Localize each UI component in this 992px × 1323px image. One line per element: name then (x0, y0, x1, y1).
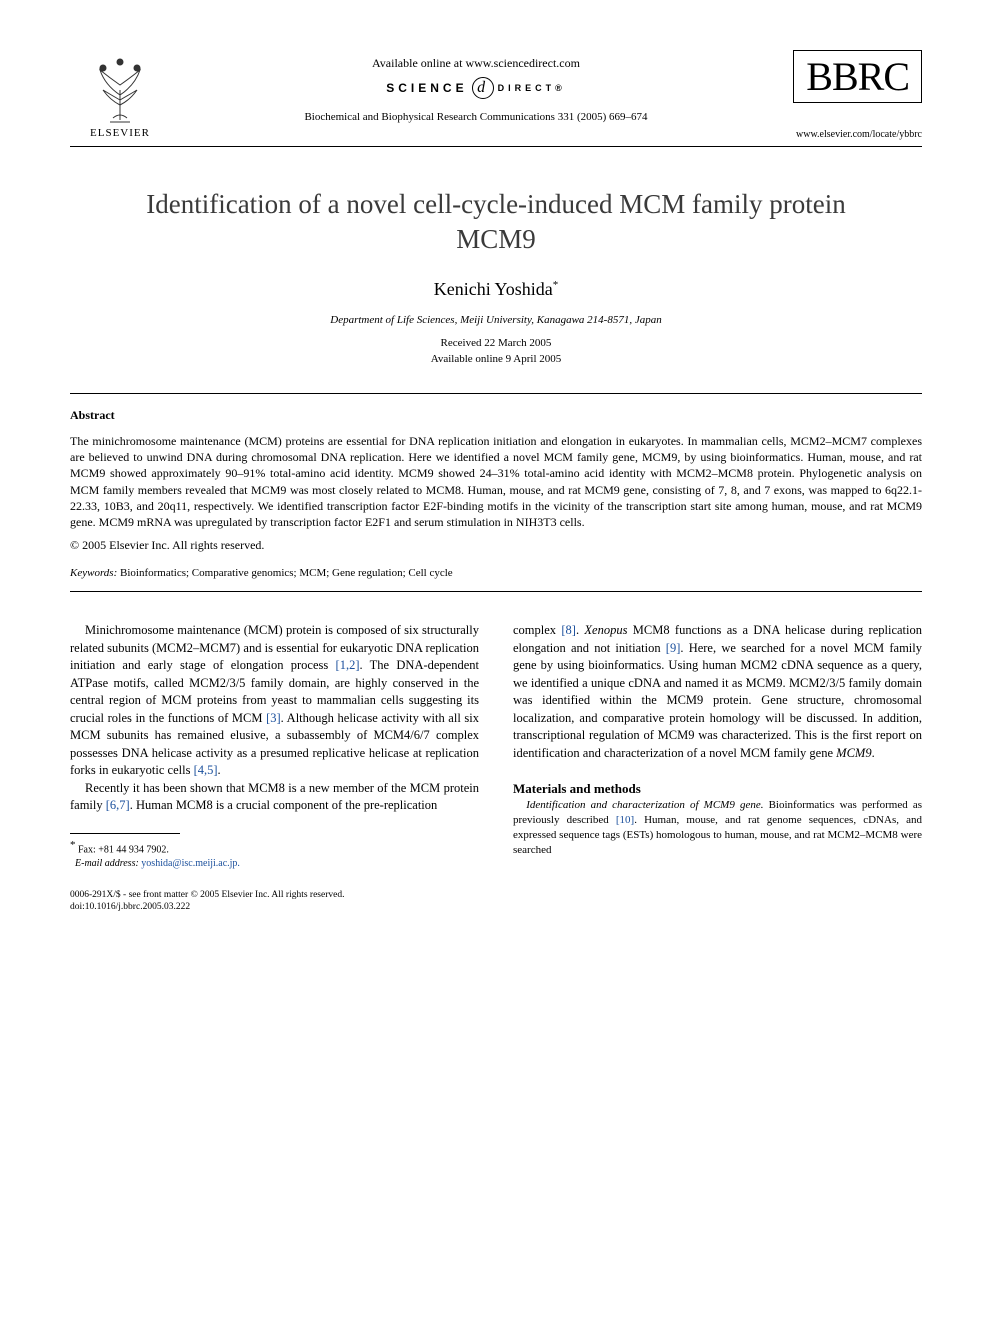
keywords-list: Bioinformatics; Comparative genomics; MC… (120, 567, 453, 579)
sciencedirect-logo: SCIENCE d DIRECT® (170, 77, 782, 99)
ref-link[interactable]: [10] (616, 814, 634, 826)
ref-link[interactable]: [4,5] (194, 763, 218, 777)
right-column: complex [8]. Xenopus MCM8 functions as a… (513, 622, 922, 914)
center-header: Available online at www.sciencedirect.co… (170, 50, 782, 123)
sd-circle-icon: d (472, 77, 494, 99)
sd-right: DIRECT® (498, 83, 566, 93)
ref-link[interactable]: [9] (666, 641, 681, 655)
doi-line: doi:10.1016/j.bbrc.2005.03.222 (70, 901, 479, 913)
keywords-line: Keywords: Bioinformatics; Comparative ge… (70, 567, 922, 579)
journal-reference: Biochemical and Biophysical Research Com… (170, 111, 782, 123)
affiliation: Department of Life Sciences, Meiji Unive… (70, 314, 922, 326)
intro-para-2: Recently it has been shown that MCM8 is … (70, 780, 479, 815)
intro-para-3: complex [8]. Xenopus MCM8 functions as a… (513, 622, 922, 762)
body-columns: Minichromosome maintenance (MCM) protein… (70, 622, 922, 914)
left-column: Minichromosome maintenance (MCM) protein… (70, 622, 479, 914)
footnote-email: E-mail address: yoshida@isc.meiji.ac.jp. (70, 857, 479, 871)
publisher-logo-block: ELSEVIER (70, 50, 170, 139)
front-matter-line: 0006-291X/$ - see front matter © 2005 El… (70, 889, 479, 901)
locate-url: www.elsevier.com/locate/ybbrc (782, 129, 922, 140)
article-dates: Received 22 March 2005 Available online … (70, 336, 922, 367)
corresponding-footnote: * Fax: +81 44 934 7902. E-mail address: … (70, 838, 479, 871)
intro-para-1: Minichromosome maintenance (MCM) protein… (70, 622, 479, 780)
doi-block: 0006-291X/$ - see front matter © 2005 El… (70, 889, 479, 914)
ref-link[interactable]: [3] (266, 711, 281, 725)
page-header: ELSEVIER Available online at www.science… (70, 50, 922, 140)
email-link[interactable]: yoshida@isc.meiji.ac.jp. (141, 858, 240, 869)
footnote-fax: * Fax: +81 44 934 7902. (70, 838, 479, 857)
keywords-label: Keywords: (70, 567, 117, 579)
journal-abbrev: BBRC (793, 50, 922, 103)
abstract-copyright: © 2005 Elsevier Inc. All rights reserved… (70, 538, 922, 553)
ref-link[interactable]: [1,2] (336, 658, 360, 672)
abstract-top-rule (70, 393, 922, 394)
methods-para: Identification and characterization of M… (513, 798, 922, 857)
methods-heading: Materials and methods (513, 780, 922, 798)
article-title: Identification of a novel cell-cycle-ind… (110, 187, 882, 257)
abstract-text: The minichromosome maintenance (MCM) pro… (70, 433, 922, 530)
author-marker: * (553, 279, 559, 291)
author-name: Kenichi Yoshida (434, 279, 553, 299)
abstract-bottom-rule (70, 591, 922, 592)
abstract-heading: Abstract (70, 408, 922, 423)
publisher-label: ELSEVIER (90, 127, 150, 139)
ref-link[interactable]: [8] (561, 623, 576, 637)
abstract-body: The minichromosome maintenance (MCM) pro… (70, 434, 922, 529)
footnote-rule (70, 833, 180, 834)
elsevier-tree-icon (85, 50, 155, 125)
online-date: Available online 9 April 2005 (70, 352, 922, 367)
author-line: Kenichi Yoshida* (70, 279, 922, 300)
ref-link[interactable]: [6,7] (106, 798, 130, 812)
sd-left: SCIENCE (386, 81, 467, 95)
journal-logo-block: BBRC www.elsevier.com/locate/ybbrc (782, 50, 922, 140)
header-rule (70, 146, 922, 147)
received-date: Received 22 March 2005 (70, 336, 922, 351)
available-online-text: Available online at www.sciencedirect.co… (170, 56, 782, 71)
